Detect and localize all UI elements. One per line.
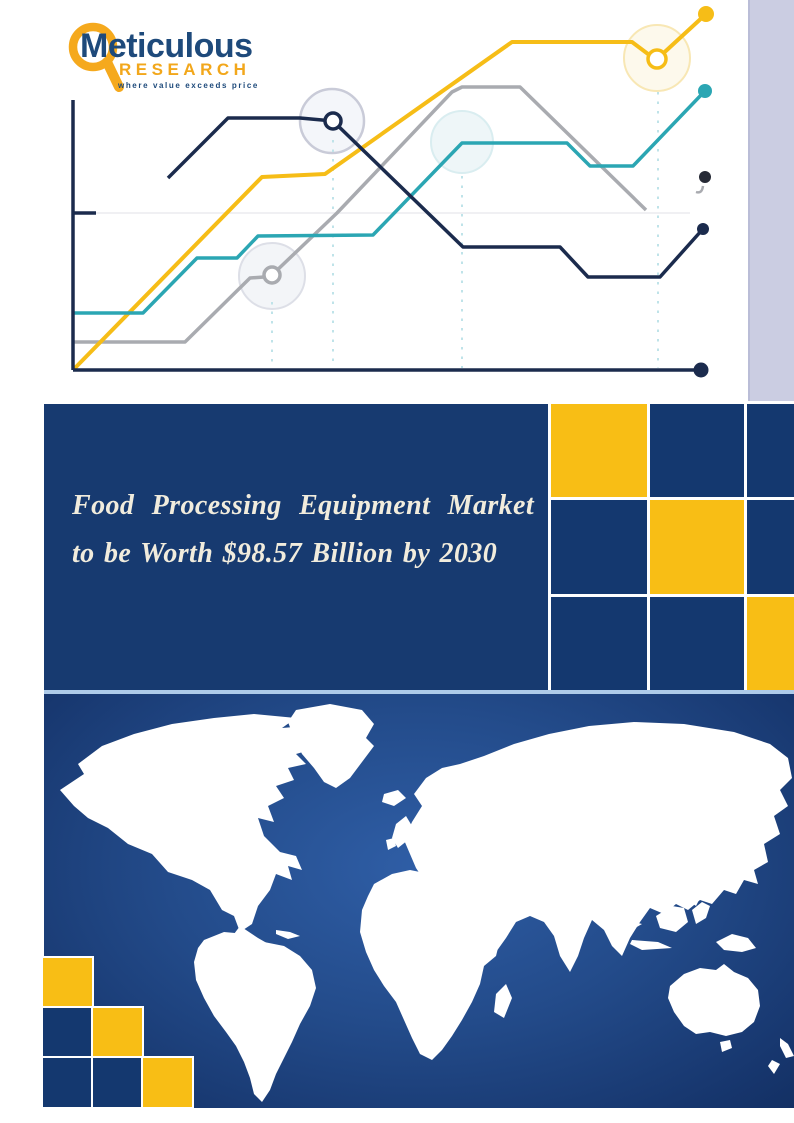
decorative-line-chart bbox=[57, 6, 714, 378]
ireland bbox=[386, 838, 396, 850]
header-section: Meticulous RESEARCH where value exceeds … bbox=[0, 0, 794, 404]
logo-division: RESEARCH bbox=[119, 60, 251, 79]
yellow-open-marker bbox=[646, 48, 668, 70]
brand-logo: Meticulous RESEARCH where value exceeds … bbox=[52, 10, 287, 100]
logo-tagline: where value exceeds price bbox=[118, 81, 259, 90]
decorative-square-yellow bbox=[650, 500, 744, 594]
yellow-end-dot bbox=[698, 6, 714, 22]
africa bbox=[360, 870, 500, 1060]
decorative-square-navy bbox=[43, 1008, 92, 1057]
south-america bbox=[194, 932, 316, 1102]
decorative-square-yellow bbox=[93, 1008, 142, 1057]
lavender-accent-bar bbox=[748, 0, 794, 401]
decorative-square-grid bbox=[551, 404, 794, 690]
gray-line-series bbox=[73, 85, 648, 344]
world-map-section bbox=[43, 690, 794, 1108]
decorative-square-yellow bbox=[551, 404, 647, 498]
decorative-square-navy bbox=[93, 1058, 142, 1107]
greenland bbox=[288, 704, 374, 788]
tasmania bbox=[720, 1040, 732, 1052]
decorative-stair-squares bbox=[43, 958, 195, 1108]
small-dark-dot bbox=[699, 171, 711, 183]
eurasia bbox=[404, 722, 792, 972]
gray-tail bbox=[695, 185, 705, 194]
report-title: Food Processing Equipment Market to be W… bbox=[72, 492, 548, 568]
australia bbox=[668, 964, 760, 1036]
decorative-square-empty bbox=[143, 958, 192, 1007]
decorative-square-empty bbox=[143, 1008, 192, 1057]
japan bbox=[738, 828, 762, 860]
title-line-2: to be Worth $98.57 Billion by 2030 bbox=[72, 538, 498, 569]
decorative-square-empty bbox=[93, 958, 142, 1007]
iceland bbox=[382, 790, 406, 806]
borneo bbox=[656, 906, 688, 932]
new-zealand-south bbox=[768, 1060, 780, 1074]
new-guinea bbox=[716, 934, 756, 952]
decorative-square-yellow bbox=[143, 1058, 192, 1107]
decorative-square-yellow bbox=[43, 958, 92, 1007]
teal-line-series bbox=[73, 91, 705, 315]
navy-end-dot bbox=[697, 223, 709, 235]
navy-open-marker bbox=[323, 111, 343, 131]
logo-name: Meticulous bbox=[80, 27, 253, 65]
sulawesi bbox=[692, 902, 710, 924]
java bbox=[630, 940, 672, 950]
philippines bbox=[688, 884, 702, 906]
caribbean bbox=[276, 930, 300, 939]
decorative-square-navy bbox=[747, 404, 794, 498]
decorative-square-navy bbox=[650, 596, 744, 690]
madagascar bbox=[494, 984, 512, 1018]
world-map bbox=[60, 704, 794, 1102]
title-line-1: Food Processing Equipment Market bbox=[72, 490, 535, 521]
decorative-square-navy bbox=[650, 404, 744, 498]
decorative-square-navy bbox=[551, 500, 647, 594]
sumatra bbox=[604, 920, 642, 934]
decorative-square-navy bbox=[43, 1058, 92, 1107]
decorative-square-navy bbox=[747, 500, 794, 594]
north-america bbox=[60, 714, 320, 932]
chart-axes bbox=[71, 96, 700, 372]
decorative-square-yellow bbox=[747, 596, 794, 690]
magnifier-icon bbox=[68, 22, 124, 92]
gray-open-marker bbox=[262, 265, 282, 285]
new-zealand-north bbox=[780, 1038, 794, 1058]
axis-end-dot bbox=[693, 362, 709, 378]
navy-line-series bbox=[166, 116, 704, 279]
title-panel: Food Processing Equipment Market to be W… bbox=[44, 404, 548, 690]
decorative-square-navy bbox=[551, 596, 647, 690]
dashed-guides bbox=[271, 92, 659, 368]
teal-end-dot bbox=[698, 84, 712, 98]
